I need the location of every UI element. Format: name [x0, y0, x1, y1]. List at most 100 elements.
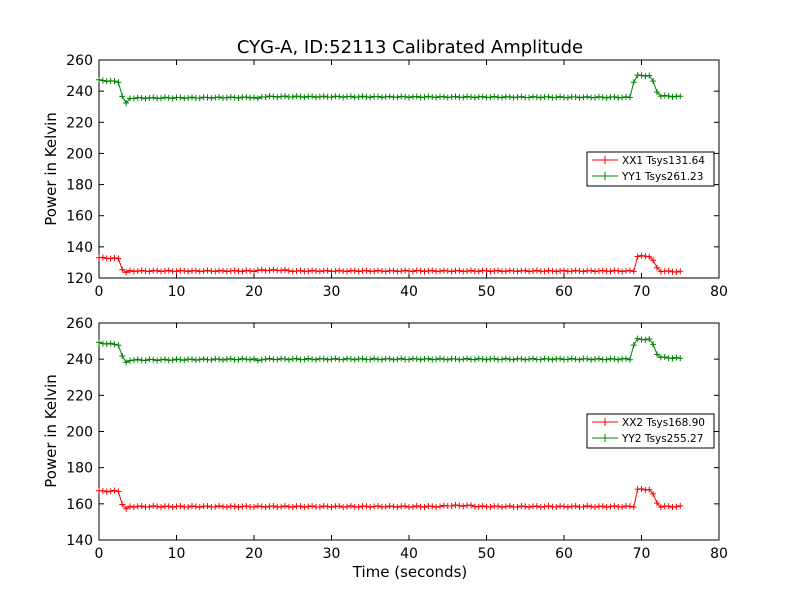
plus-marker [464, 268, 471, 275]
plus-marker [572, 502, 579, 509]
plus-marker [595, 355, 602, 362]
plus-marker [669, 355, 676, 362]
plus-marker [254, 267, 261, 274]
plus-marker [448, 268, 455, 275]
plus-marker [433, 356, 440, 363]
plus-marker [518, 355, 525, 362]
plus-marker [134, 356, 141, 363]
y-tick-label: 200 [66, 146, 93, 162]
plus-marker [390, 267, 397, 274]
plus-marker [561, 267, 567, 274]
bottom-legend: XX2 Tsys168.90 YY2 Tsys255.27 [586, 413, 715, 449]
plus-marker [468, 267, 474, 274]
plus-marker [347, 93, 354, 100]
plus-marker [266, 267, 273, 274]
plus-marker [204, 503, 211, 510]
plus-marker [553, 268, 560, 275]
plus-marker [417, 356, 424, 363]
plus-marker [99, 487, 106, 494]
plus-marker [630, 268, 637, 275]
plus-marker [123, 269, 130, 276]
series-yy2 [96, 335, 684, 366]
plus-marker [251, 503, 257, 510]
plus-marker [588, 503, 595, 510]
plus-marker [208, 356, 215, 363]
plus-marker [502, 355, 509, 362]
legend-label-xx1: XX1 Tsys131.64 [622, 155, 705, 167]
plus-marker [301, 504, 308, 511]
plus-marker [437, 503, 443, 510]
plus-marker [127, 503, 133, 510]
plus-marker [309, 93, 316, 100]
plus-marker [665, 267, 672, 274]
plus-marker [204, 267, 211, 274]
plus-marker [448, 503, 455, 509]
plus-marker [301, 94, 308, 101]
plus-marker [471, 94, 478, 101]
plus-marker [216, 356, 223, 363]
y-tick-label: 160 [66, 497, 93, 513]
plus-marker [328, 504, 335, 511]
plus-marker [654, 500, 660, 507]
plus-marker [185, 503, 192, 510]
legend-marker-yy2 [601, 434, 609, 442]
y-tick-label: 220 [66, 388, 93, 404]
plus-marker [332, 268, 339, 275]
plus-marker [320, 93, 327, 100]
plus-marker [111, 78, 118, 85]
legend-label-xx2: XX2 Tsys168.90 [622, 417, 705, 429]
x-tick-label: 80 [710, 284, 728, 300]
plus-marker [650, 78, 657, 85]
plus-marker [669, 93, 676, 100]
plus-marker [189, 356, 195, 363]
plus-marker [301, 356, 308, 363]
plus-marker [165, 503, 172, 510]
plus-marker [626, 356, 633, 363]
plus-marker [433, 94, 440, 101]
plus-marker [270, 503, 277, 510]
plus-marker [332, 355, 339, 362]
plus-marker [169, 504, 176, 511]
plus-marker [468, 93, 474, 100]
plus-marker [196, 504, 203, 511]
plus-marker [394, 356, 401, 363]
plus-marker [468, 502, 474, 509]
plus-marker [561, 503, 567, 510]
plus-marker [650, 490, 657, 497]
plus-marker [584, 502, 591, 509]
plus-marker [599, 94, 606, 101]
top-legend-box [586, 151, 715, 187]
plus-marker [382, 93, 389, 100]
x-tick-label: 30 [323, 546, 341, 562]
bottom-y-ticks: 140 160 180 200 220 240 260 [66, 316, 719, 549]
plus-marker [99, 254, 106, 261]
plus-marker [619, 268, 626, 275]
plus-marker [196, 356, 203, 363]
plus-marker [603, 356, 610, 363]
plus-marker [677, 502, 684, 509]
plus-marker [212, 268, 219, 275]
plus-marker [444, 94, 451, 101]
plus-marker [499, 356, 505, 363]
x-tick-label: 0 [95, 546, 104, 562]
plus-marker [599, 267, 606, 274]
plus-marker [161, 94, 168, 101]
plus-marker [247, 267, 254, 274]
plus-marker [568, 355, 575, 362]
y-tick-label: 120 [66, 271, 93, 287]
plus-marker [549, 356, 556, 363]
plus-marker [297, 503, 304, 510]
plus-marker [111, 254, 118, 261]
legend-marker-xx2 [601, 418, 609, 426]
plus-marker [440, 502, 447, 509]
plus-marker [665, 503, 672, 510]
plus-marker [429, 503, 436, 510]
plus-marker [661, 92, 668, 99]
plus-marker [657, 93, 664, 100]
plus-marker [150, 502, 157, 509]
plus-marker [533, 503, 540, 510]
plus-marker [142, 95, 149, 102]
plus-marker [545, 502, 552, 509]
plus-marker [150, 94, 157, 101]
